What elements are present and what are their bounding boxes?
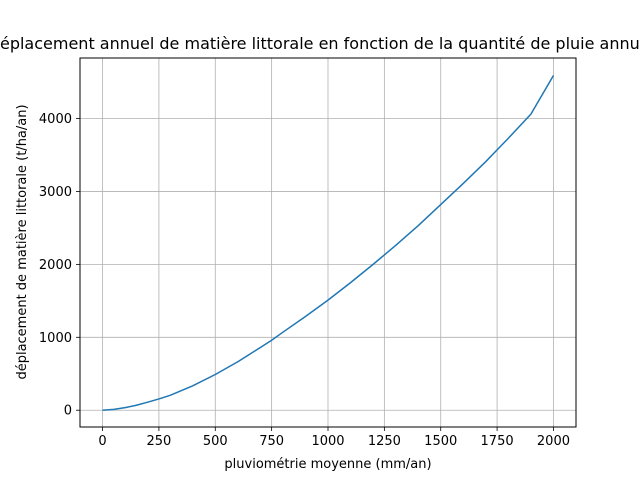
y-tick-label: 3000	[39, 185, 72, 200]
x-tick-label: 1250	[368, 434, 401, 449]
y-tick-label: 0	[64, 404, 72, 419]
x-tick-label: 250	[146, 434, 171, 449]
series-line	[102, 75, 555, 411]
chart-title: Déplacement annuel de matière littorale …	[0, 34, 640, 53]
x-tick-label: 1000	[311, 434, 344, 449]
y-tick-label: 1000	[39, 331, 72, 346]
x-axis-label: pluviométrie moyenne (mm/an)	[224, 457, 431, 472]
x-tick-label: 2000	[537, 434, 570, 449]
x-tick-label: 1500	[424, 434, 457, 449]
x-tick-label: 0	[98, 434, 106, 449]
y-tick-label: 2000	[39, 258, 72, 273]
grid	[80, 58, 576, 427]
series-layer	[102, 75, 555, 411]
x-tick-label: 500	[203, 434, 228, 449]
y-axis-label: déplacement de matière littorale (t/ha/a…	[15, 104, 30, 379]
x-tick-label: 1750	[481, 434, 514, 449]
ticks: 0 250 500 750 1000 1250 1500 1750 2000 0 1000 2000 3…	[39, 112, 570, 449]
x-tick-label: 750	[259, 434, 284, 449]
y-tick-label: 4000	[39, 112, 72, 127]
